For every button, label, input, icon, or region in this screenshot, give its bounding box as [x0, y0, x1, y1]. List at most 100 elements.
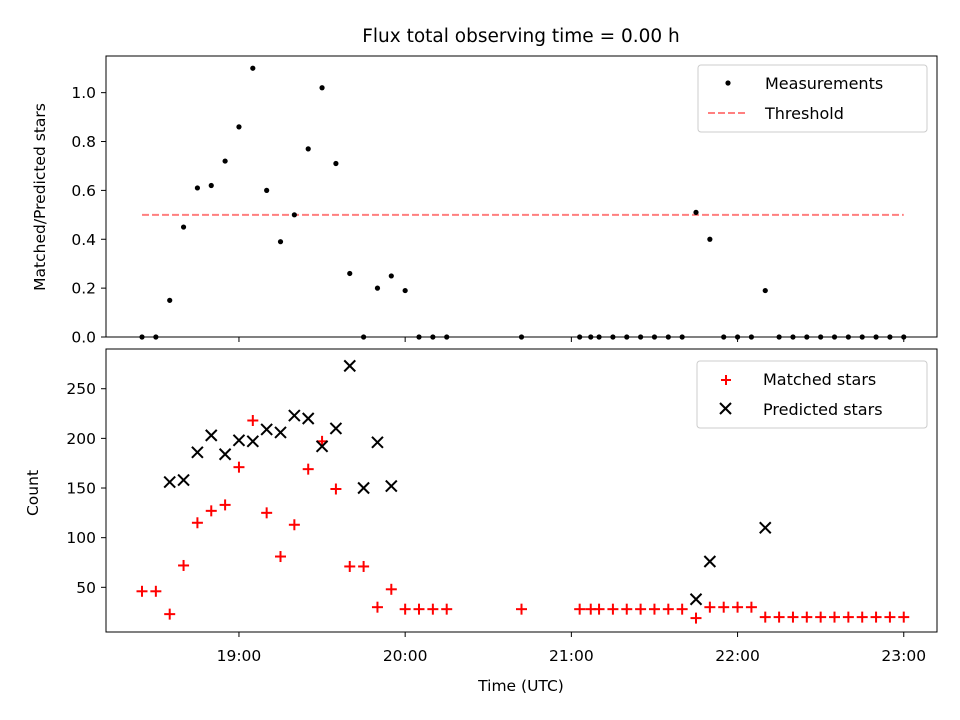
measurement-point	[577, 334, 583, 340]
legend-threshold-label: Threshold	[764, 104, 844, 123]
matched-star-markers	[136, 414, 910, 624]
matched-star-marker	[219, 499, 231, 511]
predicted-star-marker	[302, 412, 315, 425]
predicted-star-marker	[357, 481, 370, 495]
bottom-y-tick-label: 200	[66, 430, 96, 448]
matched-star-marker	[898, 611, 910, 623]
measurement-point	[638, 334, 644, 340]
measurement-point	[845, 334, 851, 340]
matched-star-marker	[829, 611, 841, 623]
bottom-legend-box	[696, 360, 928, 429]
measurement-point	[208, 182, 214, 189]
predicted-star-markers	[163, 359, 772, 606]
measurement-point	[610, 334, 616, 340]
matched-star-marker	[635, 603, 647, 615]
matched-star-marker	[676, 603, 688, 615]
top-x-axis	[238, 337, 905, 342]
measurement-point	[430, 334, 436, 340]
predicted-star-marker	[329, 422, 343, 435]
matched-star-marker	[205, 505, 217, 517]
measurement-point	[665, 334, 671, 340]
matched-star-marker	[385, 583, 397, 595]
predicted-star-marker	[191, 446, 204, 459]
star-count-panel: 50 100 150 200 250 19:00 20:00 21:00 22:00 23:00…	[24, 348, 938, 695]
flux-ratio-panel: Flux total observing time = 0.00 h 0.0 0.…	[31, 26, 938, 347]
top-chart-title: Flux total observing time = 0.00 h	[362, 26, 680, 47]
predicted-star-marker	[371, 436, 384, 449]
matched-star-marker	[574, 603, 586, 615]
matched-star-marker	[787, 611, 799, 623]
bottom-y-tick-label: 250	[66, 380, 96, 398]
predicted-star-marker	[246, 435, 260, 448]
matched-star-marker	[150, 585, 162, 597]
matched-star-marker	[178, 559, 190, 571]
measurement-point	[818, 334, 824, 340]
predicted-star-marker	[703, 555, 717, 568]
measurement-point	[748, 334, 755, 340]
matched-star-marker	[607, 603, 619, 615]
predicted-star-marker	[343, 359, 356, 373]
top-y-axis-label: Matched/Predicted stars	[31, 103, 49, 291]
legend-matched-label: Matched stars	[763, 370, 876, 389]
top-y-tick-label: 0.6	[71, 182, 96, 200]
measurement-point	[831, 334, 838, 340]
matched-star-marker	[164, 608, 176, 620]
matched-star-marker	[718, 601, 730, 613]
matched-star-marker	[344, 560, 356, 572]
measurement-point	[887, 334, 893, 340]
measurement-point	[347, 270, 353, 277]
measurement-point	[762, 287, 768, 294]
measurement-point	[222, 158, 228, 164]
measurement-point	[388, 273, 394, 279]
matched-star-marker	[884, 611, 896, 623]
matched-star-marker	[870, 611, 882, 623]
measurement-point	[264, 187, 270, 193]
predicted-star-marker	[218, 448, 232, 461]
bottom-x-axis-label: Time (UTC)	[477, 677, 564, 695]
predicted-star-marker	[177, 473, 190, 487]
matched-star-marker	[261, 507, 273, 519]
matched-star-marker	[330, 483, 342, 495]
measurement-point	[416, 334, 422, 340]
matched-star-marker	[856, 611, 868, 623]
bottom-x-axis: 19:00 20:00 21:00 22:00 23:00	[217, 632, 926, 665]
matched-star-marker	[371, 601, 383, 613]
top-y-tick-label: 0.8	[71, 133, 96, 151]
matched-star-marker	[648, 603, 660, 615]
predicted-star-marker	[205, 429, 218, 442]
matched-star-marker	[662, 603, 674, 615]
measurement-point	[374, 285, 381, 291]
bottom-plot-frame	[105, 348, 938, 633]
measurement-point	[679, 334, 685, 340]
predicted-star-marker	[260, 423, 273, 436]
measurement-point	[804, 334, 810, 340]
matched-star-marker	[191, 517, 203, 529]
matched-star-marker	[427, 603, 439, 615]
measurement-point	[277, 239, 284, 245]
legend-measurements-marker	[725, 80, 731, 86]
predicted-star-marker	[689, 593, 703, 606]
measurement-points	[139, 65, 907, 340]
top-legend-box	[697, 64, 928, 133]
top-y-axis: 0.0 0.2 0.4 0.6 0.8 1.0	[71, 84, 106, 347]
bottom-y-tick-label: 100	[66, 529, 96, 547]
matched-star-marker	[441, 603, 453, 615]
matched-star-marker	[801, 611, 813, 623]
predicted-star-marker	[759, 521, 772, 534]
measurement-point	[873, 334, 879, 340]
matched-star-marker	[288, 519, 300, 531]
measurement-point	[596, 334, 602, 340]
matched-star-marker	[759, 611, 771, 623]
measurement-point	[319, 85, 325, 91]
matched-star-marker	[704, 601, 716, 613]
matched-star-marker	[842, 611, 854, 623]
top-y-tick-label: 0.0	[71, 329, 96, 347]
predicted-star-marker	[163, 475, 176, 489]
matched-star-marker	[233, 461, 245, 473]
measurement-point	[194, 185, 201, 191]
matched-star-marker	[690, 612, 702, 624]
measurement-point	[651, 334, 658, 340]
measurement-point	[859, 334, 865, 340]
matched-star-marker	[275, 551, 287, 563]
top-y-tick-label: 0.4	[71, 231, 96, 249]
